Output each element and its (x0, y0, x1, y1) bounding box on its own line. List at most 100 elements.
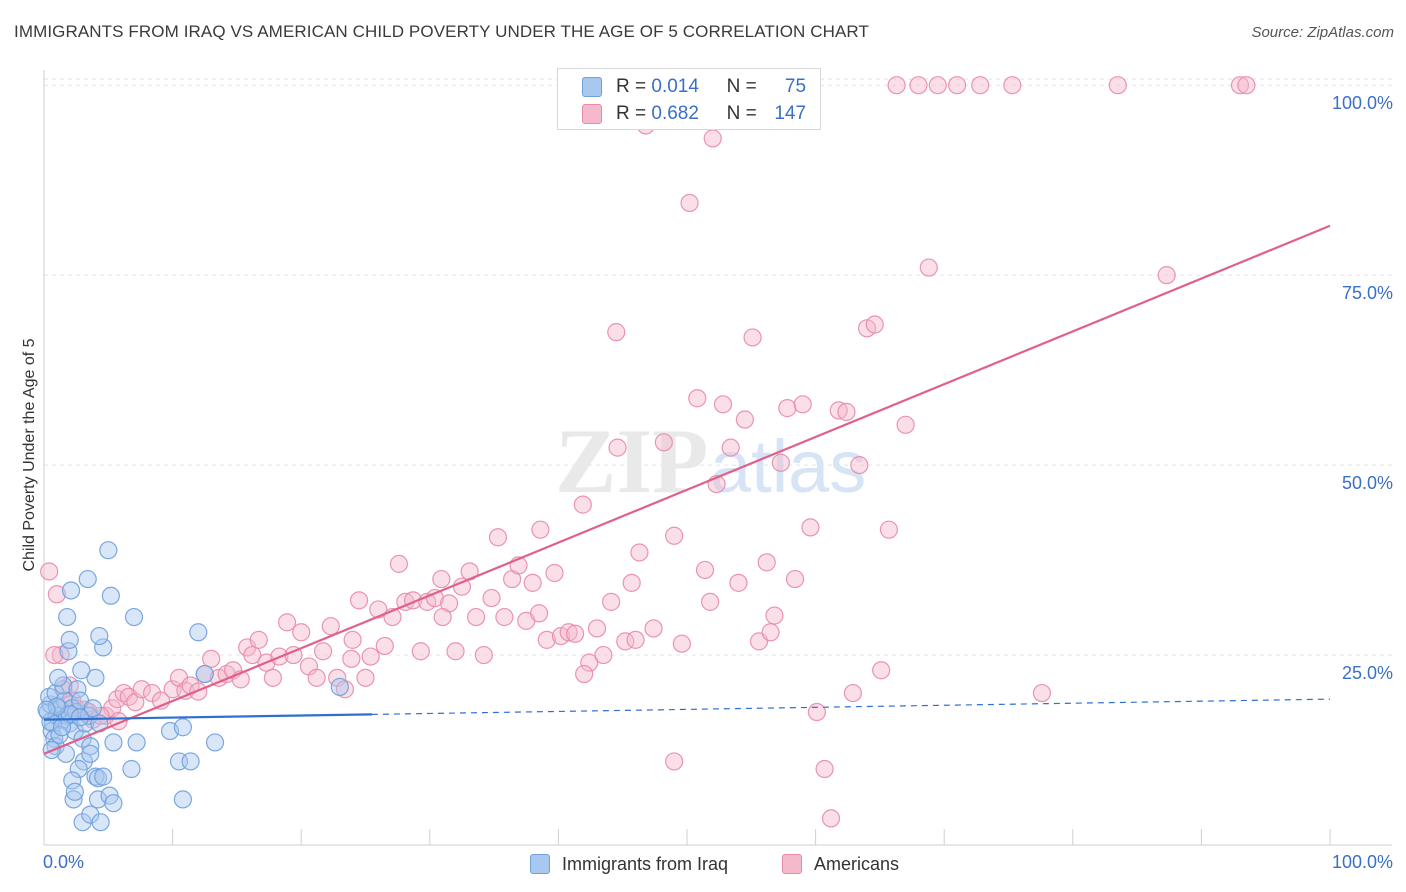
data-point (321, 617, 340, 636)
data-point (523, 573, 542, 592)
data-point (81, 805, 100, 824)
gridlines (44, 78, 1392, 656)
data-point (587, 619, 607, 638)
data-point (896, 415, 915, 434)
n-label: N = (726, 76, 757, 97)
data-point (432, 569, 451, 589)
y-tick-label: 100.0% (1332, 93, 1393, 113)
r-label: R = (616, 103, 647, 124)
data-point (865, 315, 884, 334)
data-point (928, 76, 947, 95)
n-value: 147 (774, 103, 807, 124)
data-point (173, 790, 192, 809)
data-point (785, 569, 805, 589)
data-point (375, 636, 394, 656)
r-value: 0.014 (651, 76, 699, 97)
data-point (433, 607, 452, 627)
legend-label-americans: Americans (814, 853, 900, 874)
watermark: ZIP atlas (555, 410, 866, 512)
trend-line-iraq-solid (43, 713, 372, 721)
trend-line-americans (43, 224, 1331, 755)
data-point (665, 526, 684, 545)
data-point (122, 759, 141, 779)
data-point (72, 661, 91, 680)
data-point (263, 668, 283, 687)
legend-label-iraq: Immigrants from Iraq (562, 853, 729, 874)
data-point (537, 630, 556, 649)
data-point (466, 607, 486, 627)
data-point (73, 813, 92, 832)
data-point (65, 782, 84, 801)
data-point (622, 573, 641, 592)
data-point (101, 586, 120, 605)
data-point (68, 680, 87, 699)
data-point (343, 630, 362, 649)
data-point (771, 453, 790, 472)
data-point (313, 642, 333, 661)
iraq-legend-swatch-icon (530, 854, 550, 874)
data-point (626, 630, 645, 649)
y-tick-label: 25.0% (1342, 663, 1393, 683)
watermark-zip: ZIP (555, 410, 708, 512)
data-point (1032, 683, 1052, 703)
data-point (411, 642, 430, 661)
stats-legend-row-iraq: R = 0.014 N = 75 (582, 75, 806, 99)
data-point (94, 638, 113, 657)
data-point (90, 626, 109, 646)
stats-legend-row-americans: R = 0.682 N = 147 (582, 102, 806, 126)
data-point (879, 520, 899, 539)
data-point (743, 328, 762, 347)
data-point (40, 562, 59, 581)
data-point (815, 759, 834, 779)
n-label: N = (726, 103, 757, 124)
data-point (829, 401, 848, 420)
data-point (919, 258, 938, 277)
data-point (778, 399, 797, 418)
data-point (88, 790, 108, 809)
data-point (630, 543, 649, 562)
data-point (721, 438, 740, 457)
data-point (69, 759, 88, 779)
data-point (330, 677, 349, 697)
data-point (580, 653, 599, 672)
data-point (1003, 76, 1022, 95)
data-point (86, 668, 105, 687)
data-point (947, 76, 967, 95)
data-point (608, 438, 627, 457)
data-point (356, 668, 375, 687)
legend-item-americans[interactable]: Americans (782, 852, 899, 876)
iraq-swatch-icon (582, 77, 602, 97)
data-point (703, 129, 722, 148)
x-tick-label-min: 0.0% (43, 852, 85, 872)
data-point (488, 528, 508, 547)
data-point (64, 790, 83, 809)
data-point (713, 395, 733, 414)
data-point (37, 700, 56, 719)
data-point (672, 634, 691, 653)
legend-item-iraq[interactable]: Immigrants from Iraq (530, 852, 728, 876)
data-point (843, 683, 862, 703)
data-point (807, 702, 826, 722)
data-point (132, 680, 151, 699)
data-point (342, 649, 361, 668)
data-point (573, 495, 592, 514)
data-point (644, 619, 663, 638)
data-point (735, 410, 754, 429)
data-point (61, 581, 81, 600)
data-point (47, 697, 66, 716)
data-point (1157, 266, 1176, 285)
data-point (81, 744, 100, 763)
n-value: 75 (784, 76, 807, 97)
data-point (277, 613, 297, 632)
y-axis-title: Child Poverty Under the Age of 5 (21, 338, 38, 572)
data-point (695, 560, 715, 580)
data-point (545, 563, 564, 583)
y-tick-label: 50.0% (1342, 473, 1393, 493)
data-point (971, 76, 990, 95)
data-point (243, 645, 262, 665)
data-point (793, 395, 812, 414)
data-point (482, 588, 501, 608)
data-point (765, 606, 784, 625)
data-point (60, 630, 79, 649)
data-point (91, 813, 110, 832)
